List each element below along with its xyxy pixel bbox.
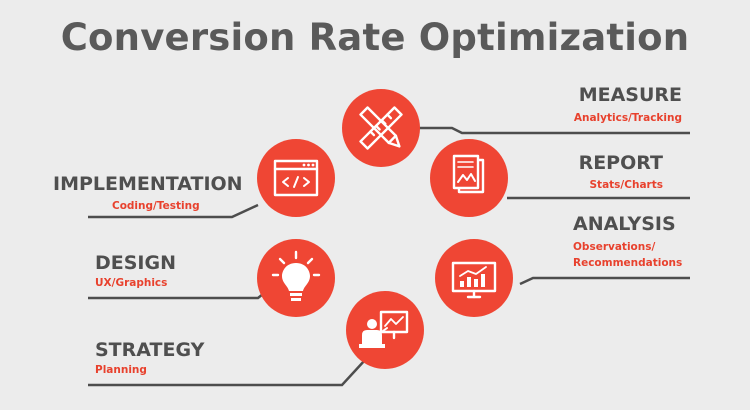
circle-analysis <box>435 239 513 317</box>
stage-sub-design: UX/Graphics <box>95 277 168 289</box>
code-window-icon <box>273 159 319 197</box>
presenter-board-icon <box>359 310 409 348</box>
stage-name-measure: MEASURE <box>578 84 682 106</box>
stage-name-design: DESIGN <box>95 252 177 274</box>
document-chart-icon <box>452 154 485 194</box>
stage-sub-analysis-line: Recommendations <box>573 257 683 269</box>
stage-sub-measure: Analytics/Tracking <box>573 112 682 124</box>
connector-line-measure <box>412 126 690 135</box>
stage-name-implementation: IMPLEMENTATION <box>53 173 243 195</box>
connector-line-design <box>88 289 269 300</box>
stage-name-strategy: STRATEGY <box>95 339 205 361</box>
ruler-pencil-icon <box>359 106 403 150</box>
stage-name-report: REPORT <box>578 152 663 174</box>
connector-line-implementation <box>88 203 259 219</box>
stage-sub-strategy: Planning <box>95 364 147 376</box>
stage-sub-analysis: Observations/Recommendations <box>573 239 682 271</box>
lightbulb-icon <box>271 250 321 301</box>
connector-line-analysis <box>519 276 690 286</box>
stage-name-analysis: ANALYSIS <box>573 213 676 235</box>
stage-sub-implementation: Coding/Testing <box>112 200 200 212</box>
circle-measure <box>342 89 420 167</box>
page-title: Conversion Rate Optimization <box>60 16 690 59</box>
stage-sub-report: Stats/Charts <box>589 179 664 191</box>
connector-line-strategy <box>88 359 366 387</box>
monitor-chart-icon <box>451 261 497 299</box>
stage-sub-analysis-line: Observations/ <box>573 241 656 253</box>
circle-implementation <box>257 139 335 217</box>
